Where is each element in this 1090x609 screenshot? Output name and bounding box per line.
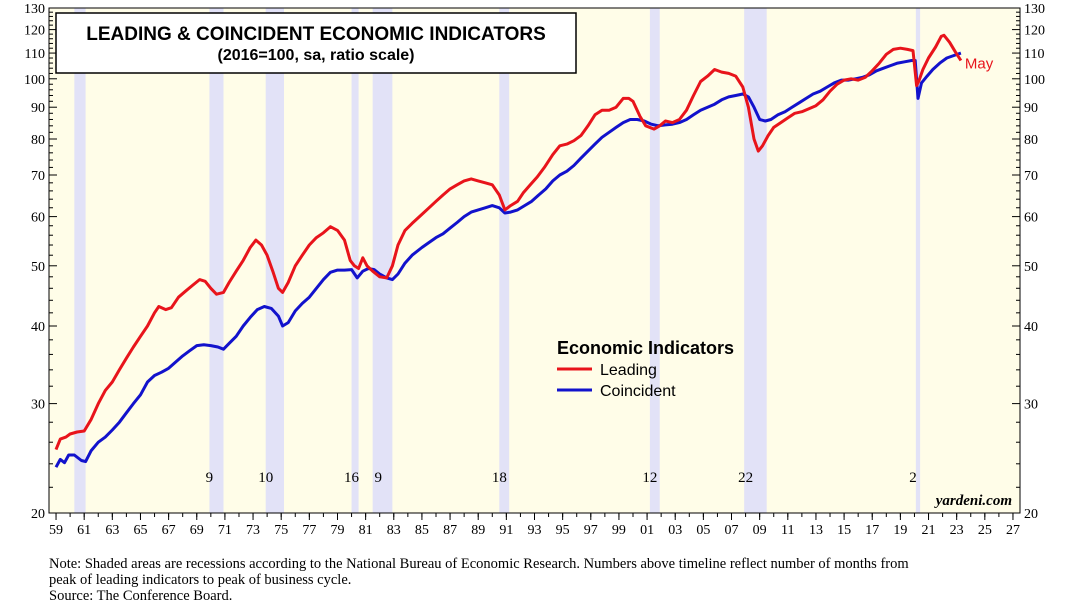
y-tick-label-right: 70 (1024, 169, 1038, 184)
series-line-leading (54, 33, 963, 451)
x-tick-label: 09 (753, 523, 767, 538)
x-tick-label: 69 (190, 523, 204, 538)
lead-months-label: 18 (492, 470, 507, 486)
recession-band (915, 8, 921, 513)
y-tick-label-left: 130 (24, 2, 45, 17)
y-tick-label-left: 80 (31, 133, 45, 148)
lead-months-label: 10 (258, 470, 273, 486)
recession-band (499, 8, 510, 513)
y-tick-label-right: 100 (1024, 73, 1045, 88)
title-box (55, 12, 577, 74)
y-tick-label-left: 110 (25, 47, 45, 62)
x-tick-label: 85 (415, 523, 429, 538)
y-tick-label-right: 50 (1024, 260, 1038, 275)
x-tick-label: 89 (471, 523, 485, 538)
plot-background (49, 8, 1020, 513)
y-tick-label-left: 40 (31, 320, 45, 335)
y-tick-label-right: 110 (1024, 47, 1044, 62)
y-tick-label-left: 120 (24, 24, 45, 39)
y-tick-label-right: 80 (1024, 133, 1038, 148)
x-tick-label: 71 (218, 523, 232, 538)
x-tick-label: 75 (274, 523, 288, 538)
y-tick-label-right: 90 (1024, 101, 1038, 116)
x-tick-label: 05 (696, 523, 710, 538)
recession-band (209, 8, 224, 513)
x-tick-label: 77 (302, 523, 316, 538)
x-tick-label: 93 (528, 523, 542, 538)
legend-title: Economic Indicators (557, 338, 734, 358)
recession-band (649, 8, 660, 513)
lead-months-label: 16 (344, 470, 360, 486)
source-note: Source: The Conference Board. (49, 588, 233, 604)
legend: Economic Indicators Leading Coincident (557, 338, 734, 400)
y-tick-label-right: 60 (1024, 211, 1038, 226)
x-tick-label: 67 (162, 523, 176, 538)
lead-months-label: 12 (642, 470, 657, 486)
y-tick-label-left: 30 (31, 398, 45, 413)
x-tick-label: 17 (865, 523, 879, 538)
chart-title: LEADING & COINCIDENT ECONOMIC INDICATORS (86, 24, 546, 45)
chart-subtitle: (2016=100, sa, ratio scale) (217, 47, 414, 64)
note-line-2: peak of leading indicators to peak of bu… (49, 572, 352, 588)
x-tick-label: 87 (443, 523, 457, 538)
legend-label-leading: Leading (600, 362, 657, 379)
x-tick-label: 99 (612, 523, 626, 538)
y-tick-label-right: 30 (1024, 398, 1038, 413)
recession-band (744, 8, 767, 513)
legend-label-coincident: Coincident (600, 383, 676, 400)
x-tick-label: 83 (387, 523, 401, 538)
recession-band (74, 8, 86, 513)
x-tick-label: 79 (330, 523, 344, 538)
x-tick-label: 97 (584, 523, 598, 538)
x-tick-label: 01 (640, 523, 654, 538)
x-tick-label: 07 (725, 523, 739, 538)
x-tick-label: 15 (837, 523, 851, 538)
y-tick-label-left: 90 (31, 101, 45, 116)
x-tick-label: 13 (809, 523, 823, 538)
y-tick-label-left: 100 (24, 73, 45, 88)
x-tick-label: 81 (359, 523, 373, 538)
y-tick-label-right: 40 (1024, 320, 1038, 335)
y-tick-label-left: 50 (31, 260, 45, 275)
x-tick-label: 73 (246, 523, 260, 538)
y-tick-label-right: 120 (1024, 24, 1045, 39)
x-tick-label: 95 (556, 523, 570, 538)
y-tick-label-right: 20 (1024, 507, 1038, 522)
annotations: 9 10 16 9 18 12 22 2 (206, 470, 917, 486)
lead-months-label: 2 (909, 470, 917, 486)
y-tick-label-right: 130 (1024, 2, 1045, 17)
y-tick-label-left: 20 (31, 507, 45, 522)
x-tick-label: 19 (893, 523, 907, 538)
x-tick-label: 25 (978, 523, 992, 538)
x-tick-label: 27 (1006, 523, 1020, 538)
x-tick-label: 23 (950, 523, 964, 538)
x-tick-label: 03 (668, 523, 682, 538)
lead-months-label: 22 (738, 470, 753, 486)
lead-months-label: 9 (206, 470, 214, 486)
recession-bands (74, 8, 921, 513)
x-tick-label: 65 (133, 523, 147, 538)
x-tick-label: 63 (105, 523, 119, 538)
x-tick-label: 11 (781, 523, 794, 538)
y-tick-label-left: 70 (31, 169, 45, 184)
x-tick-label: 21 (922, 523, 936, 538)
recession-band (265, 8, 285, 513)
x-tick-label: 61 (77, 523, 91, 538)
series-end-label: May (965, 56, 994, 73)
series-line-coincident (54, 51, 962, 468)
series-lines (54, 33, 963, 468)
x-tick-label: 59 (49, 523, 63, 538)
y-tick-label-left: 60 (31, 211, 45, 226)
x-tick-label: 91 (499, 523, 513, 538)
lead-months-label: 9 (375, 470, 383, 486)
watermark: yardeni.com (934, 493, 1012, 509)
recession-band (372, 8, 393, 513)
note-line-1: Note: Shaded areas are recessions accord… (49, 556, 909, 572)
recession-band (351, 8, 359, 513)
